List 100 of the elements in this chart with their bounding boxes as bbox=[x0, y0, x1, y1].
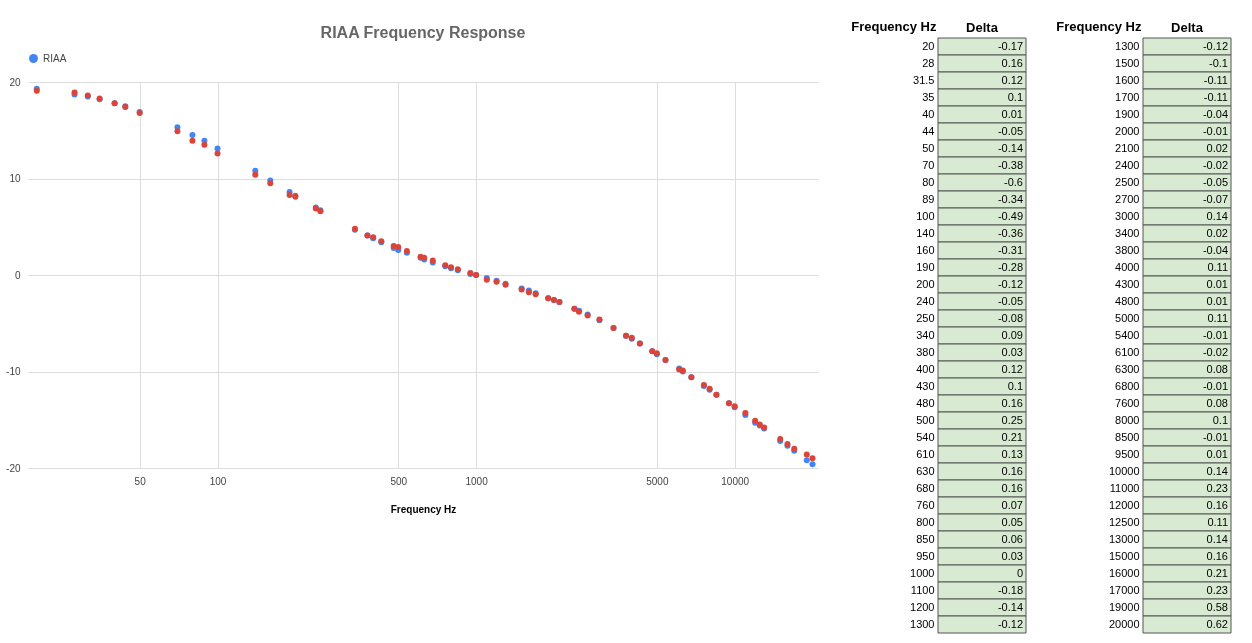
y-tick-label: 2400 bbox=[1115, 158, 1140, 171]
data-label: 0.02 bbox=[1206, 141, 1228, 154]
y-axis-title: Frequency Hz bbox=[851, 18, 937, 34]
data-label: -0.04 bbox=[1202, 107, 1228, 120]
data-label: -0.28 bbox=[997, 260, 1023, 273]
data-label: -0.18 bbox=[997, 583, 1023, 596]
y-tick-label: 6100 bbox=[1115, 345, 1140, 358]
legend-label: RIAA bbox=[43, 52, 67, 64]
x-tick-label: 500 bbox=[390, 475, 408, 487]
y-tick-label: 5400 bbox=[1115, 328, 1140, 341]
y-tick-label: 400 bbox=[916, 362, 935, 375]
data-label: 0.1 bbox=[1007, 90, 1023, 103]
y-tick-label: 40 bbox=[922, 107, 935, 120]
y-tick-label: 0 bbox=[14, 269, 21, 281]
y-tick-label: 35 bbox=[922, 90, 935, 103]
data-label: -0.04 bbox=[1202, 243, 1228, 256]
x-tick-label: Delta bbox=[1171, 19, 1204, 35]
data-label: -0.11 bbox=[1203, 90, 1228, 103]
data-label: -0.11 bbox=[1203, 73, 1228, 86]
y-tick-label: 480 bbox=[916, 396, 935, 409]
y-tick-label: 2000 bbox=[1115, 124, 1140, 137]
data-label: -0.36 bbox=[997, 226, 1023, 239]
y-tick-label: 250 bbox=[916, 311, 935, 324]
y-tick-label: 1700 bbox=[1115, 90, 1140, 103]
y-tick-label: 17000 bbox=[1108, 583, 1140, 596]
y-tick-label: 12000 bbox=[1108, 498, 1140, 511]
y-tick-label: 70 bbox=[922, 158, 935, 171]
y-tick-label: 500 bbox=[916, 413, 935, 426]
data-label: -0.12 bbox=[997, 617, 1023, 630]
y-tick-label: 760 bbox=[916, 498, 935, 511]
data-label: -0.34 bbox=[997, 192, 1023, 205]
data-label: -0.02 bbox=[1202, 345, 1228, 358]
data-label: -0.31 bbox=[997, 243, 1023, 256]
data-label: -0.14 bbox=[997, 600, 1023, 613]
y-tick-label: 100 bbox=[916, 209, 935, 222]
y-tick-label: 610 bbox=[916, 447, 935, 460]
data-label: -0.07 bbox=[1202, 192, 1228, 205]
y-tick-label: 3800 bbox=[1115, 243, 1140, 256]
y-tick-label: 6800 bbox=[1115, 379, 1140, 392]
y-tick-label: 630 bbox=[916, 464, 935, 477]
y-tick-label: 8000 bbox=[1115, 413, 1140, 426]
data-label: -0.05 bbox=[997, 294, 1023, 307]
data-label: -0.12 bbox=[1202, 39, 1228, 52]
y-tick-label: 1500 bbox=[1115, 56, 1140, 69]
y-tick-label: 6300 bbox=[1115, 362, 1140, 375]
y-tick-label: 20 bbox=[922, 39, 935, 52]
y-tick-label: 8500 bbox=[1115, 430, 1140, 443]
data-label: 0.12 bbox=[1001, 73, 1023, 86]
x-tick-label: 10000 bbox=[721, 475, 750, 487]
y-tick-label: 1000 bbox=[910, 566, 935, 579]
data-label: 0.16 bbox=[1001, 56, 1023, 69]
y-tick-label: 3400 bbox=[1115, 226, 1140, 239]
data-label: -0.05 bbox=[997, 124, 1023, 137]
data-label: 0.25 bbox=[1001, 413, 1023, 426]
data-label: 0.11 bbox=[1207, 311, 1228, 324]
y-tick-label: 7600 bbox=[1115, 396, 1140, 409]
y-tick-label: -20 bbox=[6, 462, 21, 474]
data-label: -0.08 bbox=[997, 311, 1023, 324]
data-label: 0.16 bbox=[1206, 549, 1228, 562]
data-label: 0.12 bbox=[1001, 362, 1023, 375]
data-label: 0.14 bbox=[1206, 464, 1228, 477]
y-tick-label: 2500 bbox=[1115, 175, 1140, 188]
y-tick-label: 1200 bbox=[910, 600, 935, 613]
y-tick-label: 1300 bbox=[910, 617, 935, 630]
data-label: 0.07 bbox=[1001, 498, 1023, 511]
y-tick-label: 20 bbox=[9, 76, 21, 88]
data-label: 0.02 bbox=[1206, 226, 1228, 239]
data-label: 0.01 bbox=[1206, 447, 1228, 460]
x-tick-label: Delta bbox=[966, 19, 999, 35]
data-label: 0.11 bbox=[1207, 260, 1228, 273]
y-tick-label: 4800 bbox=[1115, 294, 1140, 307]
data-label: 0.05 bbox=[1001, 515, 1023, 528]
data-label: 0.16 bbox=[1206, 498, 1228, 511]
y-tick-label: 950 bbox=[916, 549, 935, 562]
data-label: 0.01 bbox=[1206, 294, 1228, 307]
data-label: -0.01 bbox=[1202, 124, 1228, 137]
y-tick-label: 11000 bbox=[1109, 481, 1140, 494]
y-tick-label: 80 bbox=[922, 175, 935, 188]
y-tick-label: 1600 bbox=[1115, 73, 1140, 86]
y-axis-title: Frequency Hz bbox=[1056, 18, 1142, 34]
data-label: 0.16 bbox=[1001, 396, 1023, 409]
y-tick-label: 1300 bbox=[1115, 39, 1140, 52]
y-tick-label: 1100 bbox=[910, 583, 935, 596]
y-tick-label: 31.5 bbox=[913, 73, 935, 86]
y-tick-label: 4000 bbox=[1115, 260, 1140, 273]
data-label: 0.08 bbox=[1206, 396, 1228, 409]
x-tick-label: 5000 bbox=[646, 475, 669, 487]
data-label: -0.49 bbox=[997, 209, 1023, 222]
x-tick-label: 1000 bbox=[465, 475, 489, 487]
y-tick-label: 50 bbox=[922, 141, 935, 154]
y-tick-label: 680 bbox=[916, 481, 935, 494]
y-tick-label: 9500 bbox=[1115, 447, 1140, 460]
y-tick-label: 3000 bbox=[1115, 209, 1140, 222]
y-tick-label: 89 bbox=[922, 192, 935, 205]
data-label: -0.02 bbox=[1202, 158, 1228, 171]
x-tick-label: 100 bbox=[209, 475, 227, 487]
data-label: 0.16 bbox=[1001, 464, 1023, 477]
data-label: -0.17 bbox=[997, 39, 1023, 52]
data-label: -0.05 bbox=[1202, 175, 1228, 188]
y-tick-label: 140 bbox=[916, 226, 935, 239]
